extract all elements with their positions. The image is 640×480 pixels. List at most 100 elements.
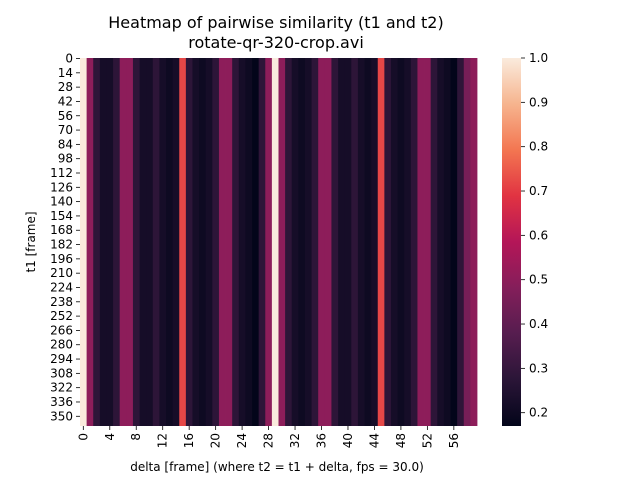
heatmap-cell (417, 58, 425, 426)
y-tick-label: 252 (50, 309, 73, 323)
heatmap-cell (119, 58, 127, 426)
heatmap-cell (93, 58, 101, 426)
heatmap-cell (271, 58, 279, 426)
y-tick-label: 168 (50, 223, 73, 237)
y-tick-label: 0 (65, 52, 73, 66)
heatmap-cell (245, 58, 253, 426)
y-tick-label: 280 (50, 338, 73, 352)
y-tick-label: 308 (50, 366, 73, 380)
heatmap-cell (311, 58, 319, 426)
heatmap-cell (99, 58, 107, 426)
heatmap-cell (172, 58, 180, 426)
heatmap-cell (126, 58, 134, 426)
colorbar-tick-label: 0.2 (529, 406, 548, 420)
y-tick-label: 336 (50, 395, 73, 409)
heatmap-cell (397, 58, 405, 426)
heatmap-cell (212, 58, 220, 426)
heatmap-cell (318, 58, 326, 426)
y-tick-label: 42 (58, 94, 73, 108)
y-tick-label: 112 (50, 166, 73, 180)
x-tick-label: 44 (367, 433, 381, 448)
colorbar-ticks: 0.2 0.3 0.4 0.5 0.6 0.7 0.8 0.9 1.0 (521, 51, 548, 420)
y-tick-label: 210 (50, 266, 73, 280)
x-tick-label: 36 (315, 433, 329, 448)
heatmap-cell (106, 58, 114, 426)
heatmap-cell (225, 58, 233, 426)
y-tick-label: 266 (50, 323, 73, 337)
heatmap-cell (304, 58, 312, 426)
heatmap-cell (146, 58, 154, 426)
x-tick-label: 52 (420, 433, 434, 448)
heatmap-cell (166, 58, 174, 426)
y-tick-label: 224 (50, 280, 73, 294)
y-tick-label: 84 (58, 137, 73, 151)
y-tick-label: 238 (50, 295, 73, 309)
y-tick-label: 28 (58, 80, 73, 94)
colorbar-tick-label: 0.6 (529, 228, 548, 242)
heatmap-cell (113, 58, 121, 426)
heatmap-cell (430, 58, 438, 426)
heatmap-cell (351, 58, 359, 426)
colorbar-tick-label: 0.3 (529, 361, 548, 375)
heatmap-cell (371, 58, 379, 426)
y-tick-label: 350 (50, 409, 73, 423)
heatmap-cell (470, 58, 478, 426)
heatmap-cell (291, 58, 299, 426)
y-tick-label: 14 (58, 66, 73, 80)
y-tick-label: 140 (50, 195, 73, 209)
heatmap-cell (179, 58, 187, 426)
heatmap-cell (238, 58, 246, 426)
heatmap-cell (192, 58, 200, 426)
heatmap-cell (218, 58, 226, 426)
y-tick-label: 196 (50, 252, 73, 266)
colorbar-tick-label: 0.4 (529, 317, 548, 331)
colorbar-tick-label: 0.5 (529, 273, 548, 287)
heatmap-cell (232, 58, 240, 426)
y-tick-label: 154 (50, 209, 73, 223)
heatmap-cell (364, 58, 372, 426)
heatmap-cell (252, 58, 260, 426)
heatmap-cell (185, 58, 193, 426)
x-axis-label: delta [frame] (where t2 = t1 + delta, fp… (130, 460, 424, 474)
x-tick-label: 28 (262, 433, 276, 448)
heatmap-cell (384, 58, 392, 426)
y-tick-label: 294 (50, 352, 73, 366)
heatmap-cell (357, 58, 365, 426)
colorbar-tick-label: 1.0 (529, 51, 548, 65)
heatmap-cells (80, 58, 478, 426)
chart-title: Heatmap of pairwise similarity (t1 and t… (108, 13, 443, 32)
heatmap-cell (298, 58, 306, 426)
x-axis-ticks: 0 4 8 12 16 20 24 28 32 36 40 44 48 52 56 (76, 426, 461, 448)
heatmap-cell (338, 58, 346, 426)
chart-subtitle: rotate-qr-320-crop.avi (188, 33, 364, 52)
heatmap-cell (390, 58, 398, 426)
heatmap-cell (199, 58, 207, 426)
heatmap-cell (278, 58, 286, 426)
x-tick-label: 20 (209, 433, 223, 448)
x-tick-label: 40 (341, 433, 355, 448)
colorbar-tick-label: 0.9 (529, 95, 548, 109)
y-tick-label: 70 (58, 123, 73, 137)
heatmap-cell (258, 58, 266, 426)
y-tick-label: 126 (50, 180, 73, 194)
heatmap-cell (139, 58, 147, 426)
y-tick-label: 98 (58, 152, 73, 166)
heatmap-cell (324, 58, 332, 426)
x-tick-label: 8 (129, 433, 143, 441)
heatmap-cell (443, 58, 451, 426)
x-tick-label: 24 (235, 433, 249, 448)
heatmap-cell (424, 58, 432, 426)
heatmap-cell (450, 58, 458, 426)
heatmap-cell (80, 58, 88, 426)
colorbar-tick-label: 0.8 (529, 140, 548, 154)
x-tick-label: 16 (182, 433, 196, 448)
heatmap-cell (205, 58, 213, 426)
y-axis-ticks: 0142842567084981121261401541681821962102… (50, 52, 80, 423)
x-tick-label: 12 (156, 433, 170, 448)
heatmap-cell (331, 58, 339, 426)
y-tick-label: 182 (50, 238, 73, 252)
heatmap-cell (463, 58, 471, 426)
x-tick-label: 4 (103, 433, 117, 441)
x-tick-label: 0 (76, 433, 90, 441)
